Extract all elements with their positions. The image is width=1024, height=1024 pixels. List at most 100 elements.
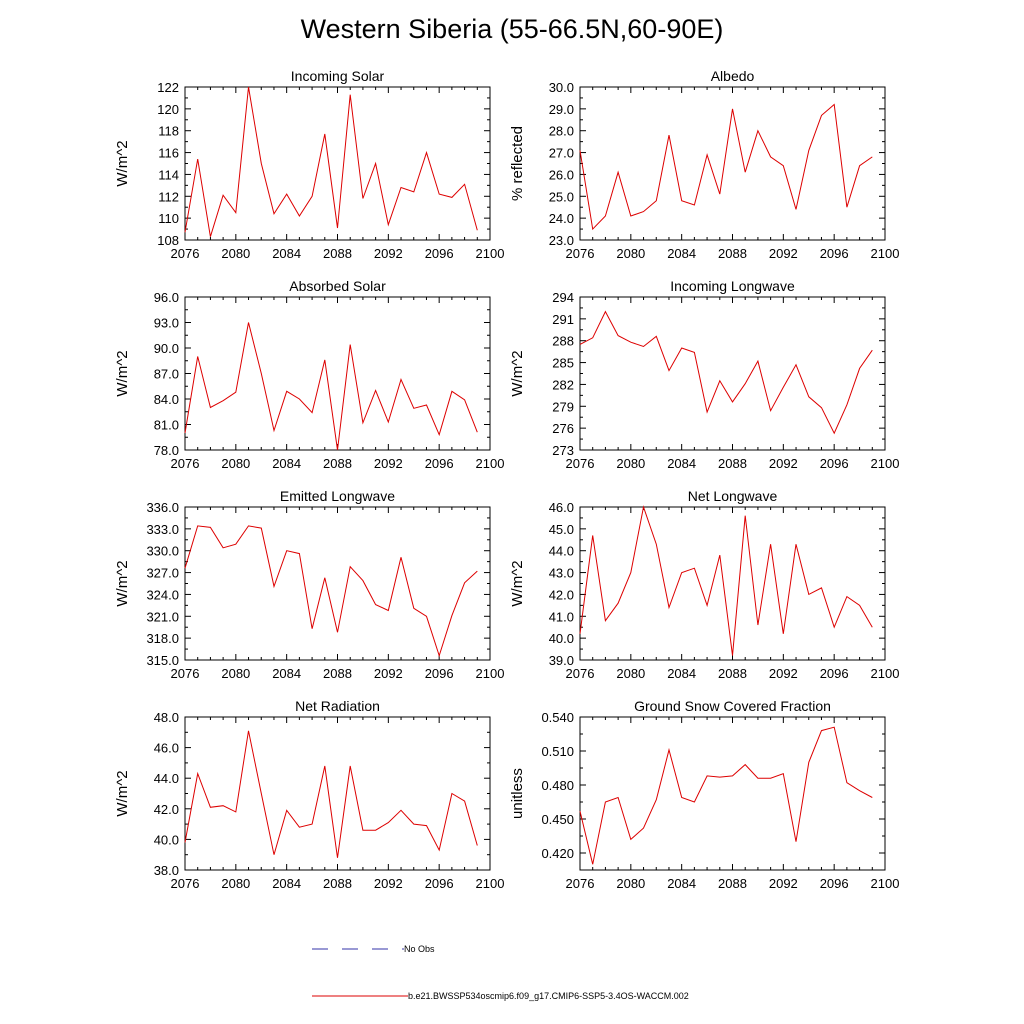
panel-frame bbox=[579, 716, 886, 871]
panel-3: Absorbed Solar W/m^2 2076 2080 2084 2088 2092 2… bbox=[114, 278, 504, 471]
x-tick-label: 2080 bbox=[616, 456, 645, 471]
panel-frame bbox=[579, 296, 886, 451]
panel-title: Absorbed Solar bbox=[289, 278, 386, 294]
x-tick-label: 2080 bbox=[221, 246, 250, 261]
series-line-1 bbox=[579, 726, 873, 865]
x-tick-label: 2076 bbox=[566, 456, 595, 471]
y-axis-label: % reflected bbox=[509, 126, 526, 201]
legend-model-label: b.e21.BWSSP534oscmip6.f09_g17.CMIP6-SSP5… bbox=[408, 991, 689, 1001]
x-tick-label: 2076 bbox=[171, 456, 200, 471]
y-tick-label: 110 bbox=[158, 211, 179, 226]
x-tick-label: 2100 bbox=[476, 246, 505, 261]
x-tick-label: 2084 bbox=[667, 246, 696, 261]
x-tick-label: 2096 bbox=[425, 876, 454, 891]
x-tick-label: 2092 bbox=[769, 666, 798, 681]
x-tick-label: 2092 bbox=[769, 246, 798, 261]
x-tick-label: 2096 bbox=[425, 666, 454, 681]
y-tick-label: 93.0 bbox=[154, 316, 179, 331]
y-axis-label: W/m^2 bbox=[509, 350, 526, 396]
y-tick-label: 25.0 bbox=[549, 189, 574, 204]
x-tick-label: 2080 bbox=[616, 246, 645, 261]
y-tick-label: 45.0 bbox=[549, 522, 574, 537]
legend-model-swatch bbox=[312, 995, 408, 997]
x-tick-label: 2100 bbox=[476, 666, 505, 681]
y-tick-label: 294 bbox=[552, 290, 574, 305]
x-tick-label: 2088 bbox=[718, 666, 747, 681]
x-tick-label: 2076 bbox=[566, 876, 595, 891]
y-tick-label: 108 bbox=[157, 233, 179, 248]
x-tick-label: 2100 bbox=[476, 456, 505, 471]
y-tick-label: 30.0 bbox=[549, 80, 574, 95]
y-axis-label: W/m^2 bbox=[114, 140, 131, 186]
panel-frame bbox=[184, 296, 491, 451]
y-tick-label: 288 bbox=[552, 334, 574, 349]
y-tick-label: 315.0 bbox=[146, 653, 179, 668]
series-line-1 bbox=[184, 730, 478, 858]
y-tick-label: 291 bbox=[552, 312, 574, 327]
x-tick-label: 2100 bbox=[871, 456, 900, 471]
y-tick-label: 0.540 bbox=[541, 710, 574, 725]
panel-title: Albedo bbox=[711, 68, 755, 84]
x-tick-label: 2088 bbox=[323, 456, 352, 471]
y-tick-label: 38.0 bbox=[154, 863, 179, 878]
y-tick-label: 0.450 bbox=[541, 812, 574, 827]
y-tick-label: 321.0 bbox=[146, 609, 179, 624]
y-tick-label: 122 bbox=[157, 80, 179, 95]
y-tick-label: 336.0 bbox=[146, 500, 179, 515]
y-tick-label: 279 bbox=[552, 399, 574, 414]
x-tick-label: 2096 bbox=[425, 246, 454, 261]
panel-1: Incoming Solar W/m^2 2076 2080 2084 2088 2092 2… bbox=[114, 68, 504, 261]
x-tick-label: 2076 bbox=[171, 876, 200, 891]
y-tick-label: 41.0 bbox=[549, 609, 574, 624]
y-tick-label: 96.0 bbox=[154, 290, 179, 305]
x-tick-label: 2076 bbox=[566, 246, 595, 261]
y-tick-label: 114 bbox=[158, 167, 179, 182]
y-tick-label: 84.0 bbox=[154, 392, 179, 407]
x-tick-label: 2096 bbox=[820, 246, 849, 261]
y-tick-label: 42.0 bbox=[154, 802, 179, 817]
figure-title: Western Siberia (55-66.5N,60-90E) bbox=[300, 14, 724, 44]
panel-4: Incoming Longwave W/m^2 2076 2080 2084 2088 20… bbox=[509, 278, 899, 471]
y-tick-label: 26.0 bbox=[549, 167, 574, 182]
y-tick-label: 46.0 bbox=[549, 500, 574, 515]
x-tick-label: 2088 bbox=[718, 456, 747, 471]
panel-title: Ground Snow Covered Fraction bbox=[634, 698, 831, 714]
y-tick-label: 23.0 bbox=[549, 233, 574, 248]
x-tick-label: 2080 bbox=[616, 876, 645, 891]
x-tick-label: 2076 bbox=[171, 666, 200, 681]
panel-8: Ground Snow Covered Fraction unitless 2076… bbox=[509, 698, 899, 891]
x-tick-label: 2084 bbox=[272, 246, 301, 261]
series-line-1 bbox=[184, 86, 478, 237]
x-tick-label: 2092 bbox=[374, 876, 403, 891]
panel-title: Emitted Longwave bbox=[280, 488, 395, 504]
panel-frame bbox=[184, 86, 491, 241]
x-tick-label: 2096 bbox=[425, 456, 454, 471]
y-axis-label: W/m^2 bbox=[114, 770, 131, 816]
legend-obs: No Obs bbox=[312, 943, 435, 955]
y-tick-label: 327.0 bbox=[146, 566, 179, 581]
x-tick-label: 2092 bbox=[769, 456, 798, 471]
legend-obs-label: No Obs bbox=[404, 944, 435, 954]
y-tick-label: 81.0 bbox=[154, 418, 179, 433]
x-tick-label: 2084 bbox=[272, 666, 301, 681]
y-axis-label: unitless bbox=[509, 768, 526, 819]
x-tick-label: 2084 bbox=[272, 456, 301, 471]
x-tick-label: 2088 bbox=[323, 876, 352, 891]
y-tick-label: 27.0 bbox=[549, 146, 574, 161]
y-axis-label: W/m^2 bbox=[509, 560, 526, 606]
y-tick-label: 333.0 bbox=[146, 522, 179, 537]
x-tick-label: 2096 bbox=[820, 456, 849, 471]
y-tick-label: 48.0 bbox=[154, 710, 179, 725]
legend-obs-swatch bbox=[312, 948, 404, 950]
y-tick-label: 0.420 bbox=[541, 846, 574, 861]
y-tick-label: 0.510 bbox=[541, 744, 574, 759]
panel-title: Incoming Solar bbox=[291, 68, 385, 84]
x-tick-label: 2084 bbox=[272, 876, 301, 891]
panel-7: Net Radiation W/m^2 2076 2080 2084 2088 2092 20… bbox=[114, 698, 504, 891]
y-tick-label: 78.0 bbox=[154, 443, 179, 458]
x-tick-label: 2088 bbox=[323, 246, 352, 261]
y-tick-label: 24.0 bbox=[549, 211, 574, 226]
panel-title: Net Radiation bbox=[295, 698, 380, 714]
y-tick-label: 318.0 bbox=[146, 631, 179, 646]
